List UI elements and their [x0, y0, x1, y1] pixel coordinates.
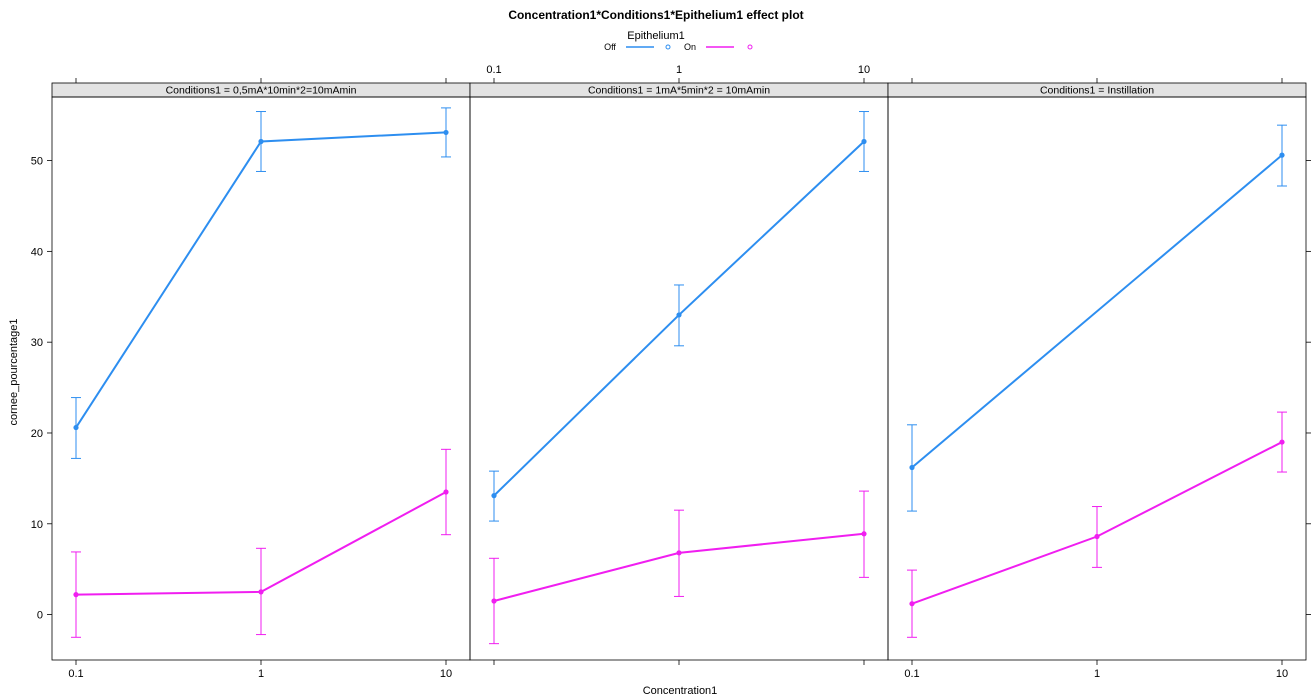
- panel-strip-label: Conditions1 = 1mA*5min*2 = 10mAmin: [588, 85, 770, 97]
- y-tick-label: 20: [31, 428, 43, 440]
- x-tick-label: 10: [440, 668, 452, 680]
- data-point: [909, 464, 915, 471]
- data-point: [1279, 152, 1285, 158]
- data-point: [491, 493, 497, 499]
- x-tick-label: 1: [676, 64, 682, 76]
- data-point: [1094, 533, 1100, 540]
- data-point: [676, 312, 682, 318]
- data-point: [861, 531, 867, 537]
- legend: Off On: [604, 42, 753, 52]
- data-point: [73, 424, 79, 431]
- panel-frame: [887, 96, 1307, 661]
- x-tick-label: 10: [858, 64, 870, 76]
- legend-marker-on: [747, 44, 753, 50]
- data-point: [1279, 439, 1285, 445]
- x-axis-label: Concentration1: [643, 685, 718, 697]
- x-tick-label: 0.1: [904, 668, 919, 680]
- data-point: [258, 138, 264, 145]
- data-point: [443, 489, 449, 495]
- axes: 0.1 1 10 0.1 1 10 0.1 1 10 0 10 20 30 40 50: [31, 64, 1311, 680]
- x-tick-label: 10: [1276, 668, 1288, 680]
- legend-label-off: Off: [604, 42, 616, 52]
- data-point: [443, 129, 449, 136]
- data-point: [258, 589, 264, 595]
- series-line: [911, 154, 1283, 469]
- series-off: [489, 111, 869, 522]
- y-tick-label: 40: [31, 246, 43, 258]
- y-tick-label: 50: [31, 156, 43, 168]
- panel-1: Conditions1 = 0,5mA*10min*2=10mAmin: [51, 82, 471, 661]
- series-line: [75, 131, 447, 429]
- legend-title: Epithelium1: [627, 30, 684, 42]
- legend-marker-off: [665, 44, 671, 50]
- series-off: [907, 124, 1287, 512]
- panel-strip-label: Conditions1 = Instillation: [1040, 85, 1154, 97]
- data-point: [491, 598, 497, 604]
- y-tick-label: 10: [31, 519, 43, 531]
- panel-2: Conditions1 = 1mA*5min*2 = 10mAmin: [469, 82, 889, 661]
- y-tick-label: 0: [37, 610, 43, 622]
- series-on: [907, 411, 1287, 638]
- series-on: [71, 448, 451, 638]
- y-tick-label: 30: [31, 337, 43, 349]
- data-point: [676, 550, 682, 556]
- data-point: [861, 138, 867, 145]
- panels: Conditions1 = 0,5mA*10min*2=10mAmin Condi…: [51, 82, 1307, 661]
- data-point: [909, 601, 915, 607]
- y-axis-label: cornee_pourcentage1: [8, 318, 20, 425]
- legend-label-on: On: [684, 42, 696, 52]
- chart-title: Concentration1*Conditions1*Epithelium1 e…: [508, 8, 803, 22]
- x-tick-label: 1: [1094, 668, 1100, 680]
- series-on: [489, 490, 869, 645]
- series-off: [71, 107, 451, 459]
- x-tick-label: 1: [258, 668, 264, 680]
- x-tick-label: 0.1: [68, 668, 83, 680]
- panel-strip-label: Conditions1 = 0,5mA*10min*2=10mAmin: [166, 85, 357, 97]
- panel-3: Conditions1 = Instillation: [887, 82, 1307, 661]
- x-tick-label: 0.1: [486, 64, 501, 76]
- data-point: [73, 592, 79, 598]
